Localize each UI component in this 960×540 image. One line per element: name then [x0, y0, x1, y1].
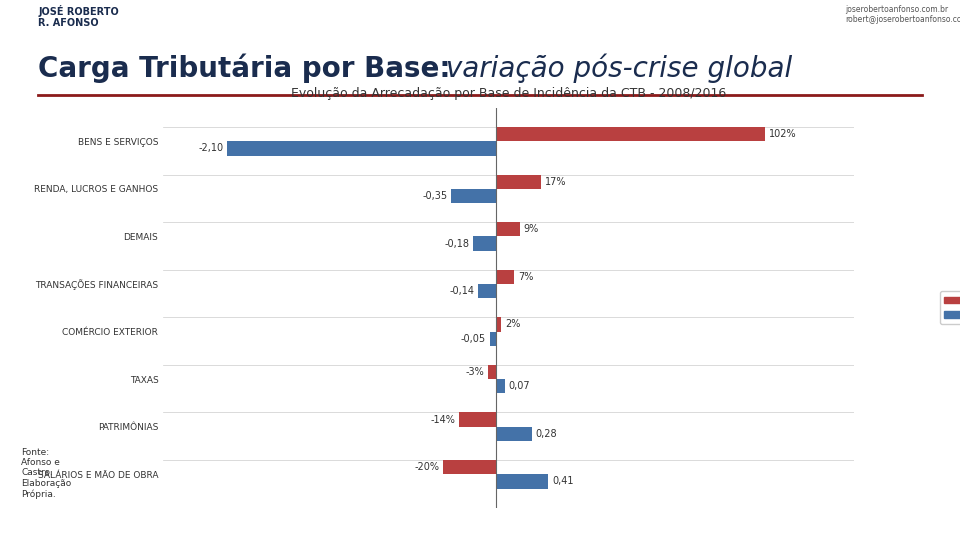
Bar: [490, 332, 496, 346]
Text: -0,05: -0,05: [461, 334, 486, 344]
Text: JOSÉ ROBERTO
R. AFONSO: JOSÉ ROBERTO R. AFONSO: [38, 5, 119, 29]
Bar: [444, 460, 496, 474]
Text: 2%: 2%: [505, 320, 520, 329]
Text: variação pós-crise global: variação pós-crise global: [437, 53, 792, 83]
Text: 9%: 9%: [523, 224, 539, 234]
Text: Carga Tributária por Base:: Carga Tributária por Base:: [38, 53, 451, 83]
Bar: [496, 222, 519, 237]
Bar: [459, 413, 496, 427]
Text: 17%: 17%: [544, 177, 566, 187]
Text: 7%: 7%: [518, 272, 534, 282]
Text: Fonte:
Afonso e
Castro.
Elaboração
Própria.: Fonte: Afonso e Castro. Elaboração Própr…: [21, 448, 71, 499]
Bar: [496, 270, 515, 284]
Bar: [496, 379, 505, 394]
Bar: [496, 174, 540, 189]
Text: 102%: 102%: [769, 129, 796, 139]
Legend: Determinante, Var. (p.PIB): Determinante, Var. (p.PIB): [940, 292, 960, 324]
Text: 0,28: 0,28: [536, 429, 558, 439]
Bar: [228, 141, 496, 156]
Bar: [496, 127, 765, 141]
Text: -14%: -14%: [430, 415, 455, 424]
Text: -0,35: -0,35: [422, 191, 447, 201]
Text: -2,10: -2,10: [198, 144, 224, 153]
Text: 0,07: 0,07: [509, 381, 531, 391]
Bar: [496, 318, 501, 332]
Bar: [473, 237, 496, 251]
Bar: [488, 365, 496, 379]
Text: -0,14: -0,14: [449, 286, 474, 296]
Bar: [496, 427, 532, 441]
Text: joserobertoanfonso.com.br
robert@joserobertoanfonso.com.br: joserobertoanfonso.com.br robert@joserob…: [845, 5, 960, 24]
Title: Evolução da Arrecadação por Base de Incidência da CTB - 2008/2016: Evolução da Arrecadação por Base de Inci…: [291, 87, 727, 100]
Text: -0,18: -0,18: [444, 239, 469, 248]
Text: 0,41: 0,41: [552, 476, 574, 487]
Bar: [496, 474, 548, 489]
Bar: [451, 189, 496, 203]
Text: -20%: -20%: [415, 462, 440, 472]
Bar: [478, 284, 496, 298]
Text: -3%: -3%: [466, 367, 484, 377]
